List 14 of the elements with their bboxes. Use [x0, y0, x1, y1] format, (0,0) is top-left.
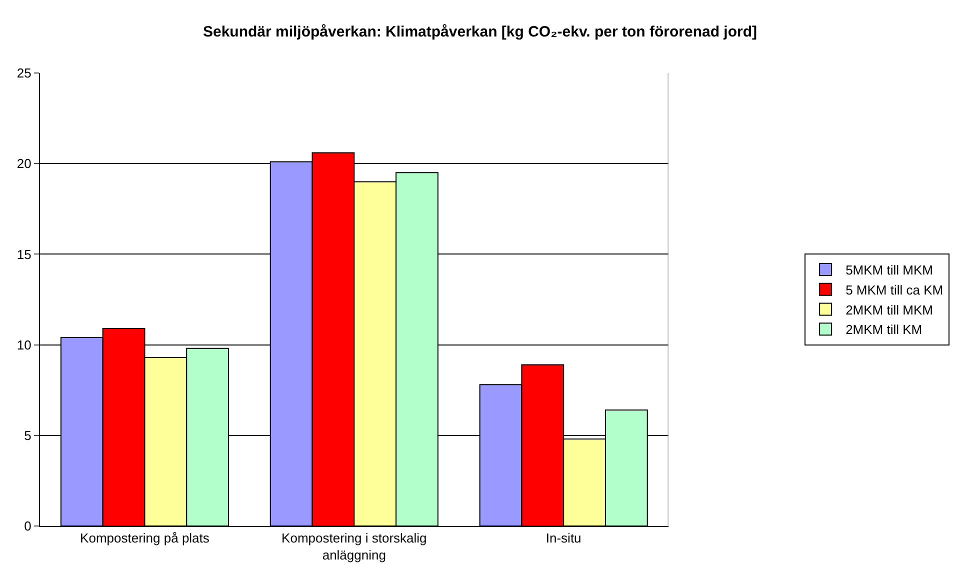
x-tick-label: Kompostering på plats — [80, 530, 210, 546]
x-tick-label: Kompostering i storskalig anläggning — [282, 530, 427, 562]
y-tick-label: 5 — [24, 428, 32, 443]
legend-label: 2MKM till MKM — [846, 302, 933, 318]
legend-label: 5 MKM till ca KM — [846, 282, 944, 298]
legend-label: 5MKM till MKM — [846, 262, 933, 278]
chart-title: Sekundär miljöpåverkan: Klimatpåverkan [kg CO₂-ekv. per ton förorenad jord] — [202, 23, 758, 40]
y-tick-label: 0 — [24, 518, 32, 534]
legend-label: 2MKM till KM — [846, 322, 922, 338]
x-tick-label: In-situ — [546, 530, 582, 546]
y-tick-label: 15 — [16, 246, 32, 262]
y-tick-label: 25 — [16, 66, 32, 81]
y-tick-label: 20 — [16, 156, 32, 172]
y-tick-label: 10 — [16, 337, 32, 352]
